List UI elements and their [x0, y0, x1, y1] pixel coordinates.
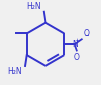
Text: +: + [75, 38, 80, 43]
Text: H₂N: H₂N [26, 2, 41, 11]
Text: O: O [74, 53, 80, 62]
Text: −: − [84, 33, 89, 38]
Text: O: O [83, 29, 89, 38]
Text: H₂N: H₂N [7, 67, 22, 76]
Text: N: N [72, 40, 78, 49]
